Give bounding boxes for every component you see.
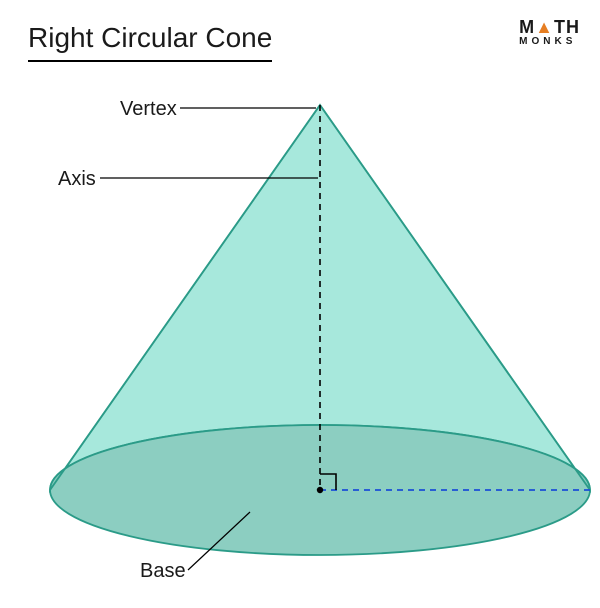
vertex-label: Vertex: [120, 98, 177, 121]
cone-diagram: [0, 0, 600, 608]
base-label: Base: [140, 560, 186, 583]
axis-label: Axis: [58, 168, 96, 191]
